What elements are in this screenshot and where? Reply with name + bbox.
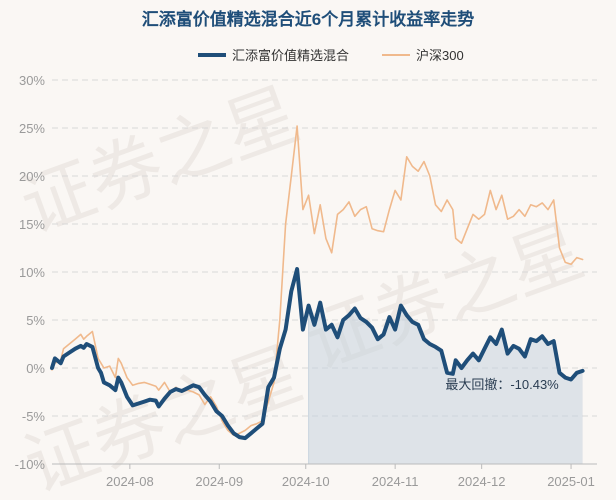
- y-tick-label: 0%: [26, 361, 45, 376]
- watermark-text: 证券之星: [10, 72, 309, 249]
- y-tick-label: -5%: [22, 409, 46, 424]
- y-tick-label: 25%: [19, 121, 45, 136]
- x-tick-label: 2024-11: [372, 474, 419, 489]
- y-tick-label: 10%: [19, 265, 45, 280]
- fund-series-line: [50, 267, 585, 441]
- y-tick-label: 15%: [19, 217, 45, 232]
- legend: 汇添富价值精选混合 沪深300: [198, 48, 464, 63]
- legend-label-fund: 汇添富价值精选混合: [232, 48, 349, 63]
- y-axis: 30% 25% 20% 15% 10% 5% 0% -5% -10%: [15, 73, 46, 472]
- x-tick-label: 2024-08: [106, 474, 154, 489]
- x-tick-label: 2024-09: [195, 474, 243, 489]
- annotations: 最大回撤：-10.43%: [445, 377, 559, 392]
- y-tick-label: -10%: [15, 457, 46, 472]
- y-tick-label: 20%: [19, 169, 45, 184]
- series-lines: [50, 125, 585, 441]
- index-series-line: [51, 125, 584, 437]
- shaded-region: [308, 302, 583, 464]
- chart-title: 汇添富价值精选混合近6个月累计收益率走势: [142, 9, 474, 29]
- max-drawdown-label: 最大回撤：-10.43%: [445, 377, 559, 392]
- fund-shaded-area: [308, 302, 583, 464]
- x-axis: 2024-08 2024-09 2024-10 2024-11 2024-12 2025-…: [52, 463, 597, 489]
- x-tick-label: 2024-12: [458, 474, 506, 489]
- x-tick-label: 2024-10: [282, 474, 330, 489]
- legend-label-index: 沪深300: [416, 48, 464, 63]
- watermark-text: 证券之星: [13, 331, 312, 500]
- x-tick-label: 2025-01: [547, 474, 595, 489]
- y-tick-label: 5%: [26, 313, 45, 328]
- y-tick-label: 30%: [19, 73, 45, 88]
